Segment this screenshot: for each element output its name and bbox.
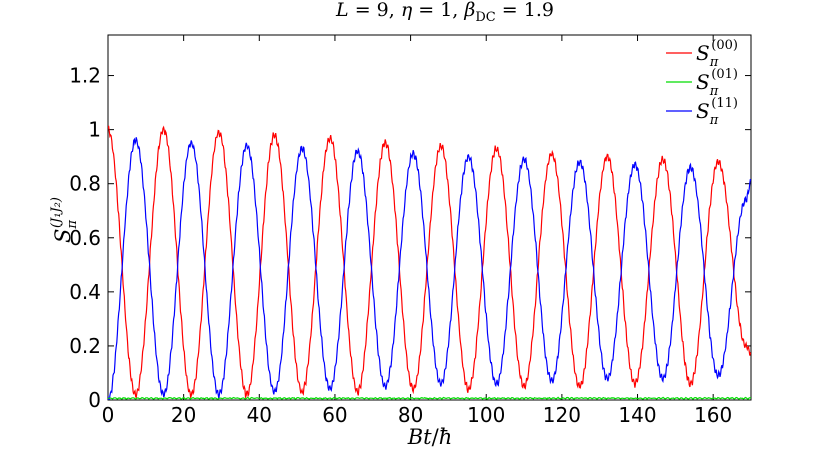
chart-title: L = 9, η = 1, βDC = 1.9 — [335, 0, 554, 25]
x-axis-label-slash: / — [432, 425, 440, 449]
title-eq3: = 1.9 — [496, 0, 554, 21]
x-tick-label: 80 — [398, 403, 423, 427]
y-axis-label-sub: π — [65, 220, 80, 230]
y-tick-label: 0.2 — [69, 334, 101, 358]
legend-entry-sup: (00) — [711, 38, 738, 53]
title-l: L — [335, 0, 349, 21]
legend-entry-s: S — [696, 99, 710, 123]
legend-entry: Sπ (11) — [696, 96, 738, 128]
legend-entry-sub: π — [709, 84, 719, 99]
legend: Sπ(00)Sπ(01)Sπ(11) — [666, 38, 738, 128]
series-line-1 — [108, 396, 751, 400]
ticks-group: 0 20 40 60 80 100 120 140 160 0 0.2 0.4 0.6 0.8 1 1.2 — [69, 35, 751, 427]
legend-entry: Sπ (00) — [696, 38, 738, 70]
x-tick-label: 20 — [171, 403, 196, 427]
title-eta: η — [401, 0, 413, 21]
x-tick-label: 60 — [322, 403, 347, 427]
title-beta-sub: DC — [475, 10, 495, 25]
x-tick-label: 160 — [694, 403, 732, 427]
legend-entry-s: S — [696, 41, 710, 65]
y-tick-label: 0.6 — [69, 226, 101, 250]
y-tick-label: 0 — [88, 388, 101, 412]
x-tick-label: 0 — [102, 403, 115, 427]
legend-entry-sub: π — [709, 113, 719, 128]
legend-entry-sup: (11) — [711, 96, 738, 111]
y-tick-label: 1.2 — [69, 64, 101, 88]
x-tick-label: 100 — [467, 403, 505, 427]
x-tick-label: 40 — [247, 403, 272, 427]
y-axis-label: Sπ(J₁J₂) — [49, 197, 80, 243]
title-eq1: = 9, — [349, 0, 401, 21]
x-tick-label: 120 — [543, 403, 581, 427]
series-group — [108, 125, 751, 400]
legend-entry-s: S — [696, 70, 710, 94]
title-beta: β — [463, 0, 475, 21]
y-tick-label: 0.8 — [69, 172, 101, 196]
y-tick-label: 1 — [88, 118, 101, 142]
x-axis-label-bt: Bt — [407, 425, 432, 449]
series-line-2 — [108, 137, 751, 400]
y-tick-label: 0.4 — [69, 280, 101, 304]
y-axis-label-sup: (J₁J₂) — [49, 197, 64, 228]
series-line-0 — [108, 125, 751, 400]
legend-entry-sup: (01) — [711, 67, 738, 82]
x-tick-label: 140 — [618, 403, 656, 427]
x-axis-label-hbar: ħ — [439, 425, 453, 449]
legend-entry: Sπ (01) — [696, 67, 738, 99]
title-eq2: = 1, — [412, 0, 464, 21]
legend-entry-sub: π — [709, 55, 719, 70]
plot-frame — [107, 34, 752, 401]
y-axis-label-s: S — [51, 229, 75, 243]
x-axis-label: Bt/ħ — [407, 425, 452, 449]
